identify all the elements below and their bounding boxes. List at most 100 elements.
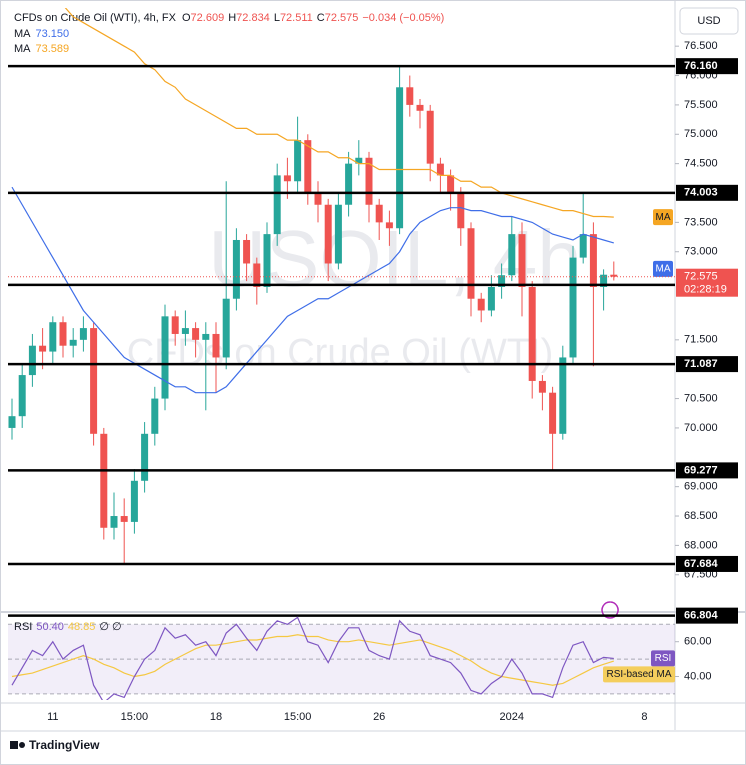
y-tick-label: 69.000 <box>684 481 718 493</box>
candle-body <box>375 204 383 223</box>
x-tick-label: 8 <box>641 711 647 723</box>
candle-body <box>396 87 404 229</box>
ma-badge <box>653 260 673 277</box>
x-tick-label: 2024 <box>500 711 524 723</box>
candle-body <box>498 275 506 287</box>
candle-body <box>49 322 57 352</box>
rsi-name: RSI <box>14 621 32 633</box>
rsi-badge-label: RSI <box>655 653 672 664</box>
y-tick-label: 68.000 <box>684 539 718 551</box>
candle-body <box>447 175 455 194</box>
candle-body <box>559 357 567 434</box>
ma-badge-label: MA <box>656 212 671 223</box>
candle-body <box>528 286 536 381</box>
candle-body <box>294 140 302 182</box>
ma-value: 73.589 <box>36 43 70 55</box>
rsi-ma-line <box>11 634 614 686</box>
candle-body <box>508 234 516 276</box>
candle-body <box>120 516 128 522</box>
candle-body <box>304 140 312 194</box>
x-tick-label: 26 <box>373 711 385 723</box>
currency[interactable]: USD <box>697 15 720 27</box>
candle-body <box>18 375 26 417</box>
ohlc-value: 72.575 <box>325 12 359 24</box>
candle-body <box>589 234 597 287</box>
candle-body <box>538 380 546 393</box>
candle-body <box>283 175 291 182</box>
candle-body <box>487 286 495 311</box>
y-tick-label: 70.000 <box>684 422 718 434</box>
level-badge <box>676 607 738 624</box>
y-tick-label: 73.000 <box>684 246 718 258</box>
level-badge <box>676 184 738 201</box>
legend-header: CFDs on Crude Oil (WTI), 4h, FX O72.609 H 7… <box>14 12 444 24</box>
candle-body <box>416 104 424 111</box>
candle-body <box>243 239 251 264</box>
y-tick-label: 68.500 <box>684 510 718 522</box>
candle-body <box>426 110 434 164</box>
y-tick-label: 70.500 <box>684 392 718 404</box>
brand: TradingView <box>29 738 100 752</box>
candle-body <box>181 328 189 334</box>
ohlc-label: H <box>228 12 236 24</box>
y-tick-label: 75.000 <box>684 128 718 140</box>
rsi-ma-value: 48.85 <box>68 621 96 633</box>
ohlc-label: C <box>317 12 325 24</box>
y-tick-label: 76.500 <box>684 40 718 52</box>
x-tick-label: 11 <box>47 711 58 723</box>
candle-body <box>151 398 159 434</box>
candle-body <box>314 193 322 205</box>
candle-body <box>39 345 47 352</box>
candle-body <box>59 322 67 346</box>
candle-body <box>222 298 230 358</box>
y-tick-label: 71.500 <box>684 334 718 346</box>
ma-badge <box>653 209 673 226</box>
candle-body <box>79 328 87 340</box>
moving-average <box>64 8 614 218</box>
candle-body <box>232 239 240 299</box>
last-price-badge <box>676 268 738 297</box>
watermark-sub: CFDs on Crude Oil (WTI) <box>127 332 553 374</box>
candle-body <box>518 234 526 287</box>
candle-body <box>202 333 210 340</box>
candle-body <box>406 87 414 105</box>
candle-body <box>263 234 271 287</box>
candle-body <box>212 333 220 358</box>
flash-icon[interactable] <box>601 601 619 619</box>
candle-body <box>457 193 465 229</box>
symbol: CFDs on Crude Oil (WTI), 4h, FX <box>14 12 177 24</box>
brand-logo <box>10 741 25 749</box>
level-badge <box>676 462 738 479</box>
ma-name: MA <box>14 28 31 40</box>
candle-body <box>355 157 363 164</box>
candle-body <box>569 257 577 358</box>
candle-body <box>141 433 149 481</box>
rsi-tick-label: 40.00 <box>684 670 712 682</box>
candle-body <box>579 234 587 258</box>
candle-body <box>100 433 108 528</box>
ma-name: MA <box>14 43 31 55</box>
candle-body <box>253 263 261 287</box>
candle-body <box>171 316 179 334</box>
level-label: 66.804 <box>684 610 719 622</box>
candle-body <box>334 204 342 264</box>
ohlc-value: 72.511 <box>280 12 313 24</box>
ma-value: 73.150 <box>36 28 70 40</box>
candle-body <box>90 328 98 434</box>
last-price-label: 72.575 <box>684 271 718 283</box>
candle-body <box>110 516 118 528</box>
level-label: 74.003 <box>684 187 718 199</box>
candle-body <box>28 345 36 376</box>
ohlc-value: 72.609 <box>191 12 225 24</box>
rsi-legend: RSI 50.40 48.85 ∅ ∅ <box>14 621 122 633</box>
level-badge <box>676 356 738 373</box>
ohlc-label: L <box>274 12 280 24</box>
candle-body <box>192 328 200 340</box>
candle-body <box>549 392 557 434</box>
currency-button[interactable] <box>679 7 739 35</box>
rsi-ma-badge <box>603 666 675 683</box>
candle-body <box>345 163 353 205</box>
ohlc-label: O <box>182 12 191 24</box>
candle-body <box>130 480 138 522</box>
